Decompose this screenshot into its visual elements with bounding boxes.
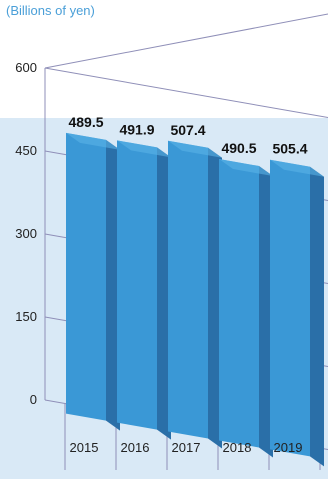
bar-2015 <box>66 132 120 431</box>
gridline <box>44 67 328 119</box>
frame-top <box>44 13 328 69</box>
value-label-2019: 505.4 <box>272 141 307 157</box>
x-tick-label-2019: 2019 <box>274 440 303 455</box>
labels: 0 150 300 450 600 489.5 2015 491.9 2016 507.4 2017… <box>15 60 307 455</box>
bar-2016 <box>117 140 171 440</box>
value-label-2016: 491.9 <box>119 121 154 137</box>
bar-2017 <box>168 140 222 449</box>
x-tick-label-2016: 2016 <box>121 440 150 455</box>
y-tick-label: 150 <box>15 309 37 324</box>
unit-label: (Billions of yen) <box>6 3 95 18</box>
bar-2019 <box>270 159 324 467</box>
value-label-2018: 490.5 <box>221 140 256 156</box>
y-tick-label: 600 <box>15 60 37 75</box>
x-tick-label-2018: 2018 <box>223 440 252 455</box>
bar-2018 <box>219 159 273 458</box>
y-tick-label: 450 <box>15 143 37 158</box>
y-tick-label: 300 <box>15 226 37 241</box>
x-tick-label-2015: 2015 <box>70 440 99 455</box>
value-label-2015: 489.5 <box>68 114 103 130</box>
bars <box>66 132 324 467</box>
y-tick-label: 0 <box>30 392 37 407</box>
value-label-2017: 507.4 <box>170 122 205 138</box>
x-tick-label-2017: 2017 <box>172 440 201 455</box>
